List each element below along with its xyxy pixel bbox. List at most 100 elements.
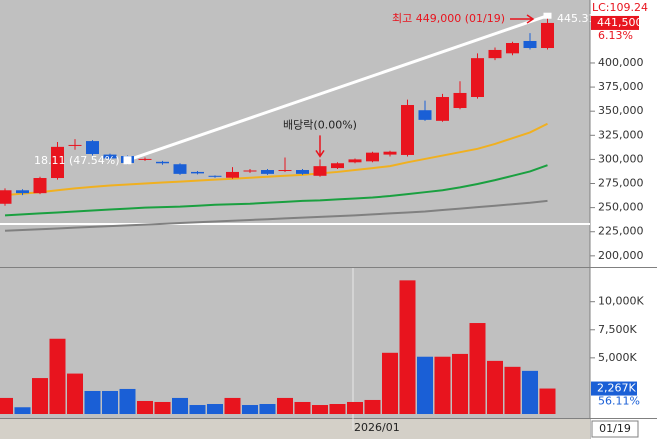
candle-body bbox=[488, 49, 502, 59]
candle-body bbox=[331, 163, 344, 169]
candle-body bbox=[313, 166, 327, 176]
candle-body bbox=[51, 146, 64, 179]
volume-bar bbox=[469, 323, 486, 414]
candle-body bbox=[138, 158, 152, 160]
cursor-label: 445.31 bbox=[557, 12, 596, 25]
y-tick-label: 7,500K bbox=[598, 323, 637, 336]
high-arrow bbox=[510, 14, 535, 24]
low-marker bbox=[123, 156, 132, 165]
volume-bar bbox=[207, 404, 223, 414]
candle-body bbox=[418, 110, 432, 120]
candle-body bbox=[156, 161, 169, 164]
volume-bar bbox=[452, 353, 468, 414]
y-tick-label: 375,000 bbox=[598, 80, 644, 93]
volume-bar bbox=[399, 280, 416, 414]
volume-bar bbox=[487, 360, 503, 414]
candle-body bbox=[86, 141, 99, 155]
candle-body bbox=[453, 92, 467, 109]
y-tick-label: 300,000 bbox=[598, 152, 644, 165]
candle-body bbox=[366, 152, 379, 162]
x-tick-label: 2026/01 bbox=[354, 421, 400, 434]
candle-body bbox=[383, 151, 397, 155]
volume-bar bbox=[434, 356, 451, 414]
ratio-label: 56.11% bbox=[598, 395, 640, 408]
volume-bar bbox=[32, 378, 48, 414]
moving-average bbox=[4, 164, 548, 217]
volume-bar bbox=[329, 404, 346, 414]
volume-bar bbox=[172, 397, 188, 414]
event-arrow bbox=[315, 135, 325, 158]
y-tick-label: 250,000 bbox=[598, 201, 644, 214]
y-tick-label: 350,000 bbox=[598, 104, 644, 117]
volume-bar bbox=[294, 401, 311, 414]
volume-bar bbox=[154, 401, 171, 414]
volume-bar bbox=[137, 400, 153, 414]
candle-body bbox=[191, 171, 204, 174]
trend-line bbox=[127, 14, 548, 162]
candle-body bbox=[471, 58, 484, 98]
volume-bar bbox=[347, 401, 363, 414]
volume-bar bbox=[504, 366, 521, 414]
change-label: 6.13% bbox=[598, 29, 633, 42]
y-tick-label: 200,000 bbox=[598, 249, 644, 262]
volume-bar bbox=[49, 338, 66, 414]
candle-body bbox=[226, 171, 239, 178]
candle-body bbox=[278, 170, 292, 172]
candle-body bbox=[296, 170, 309, 174]
last-volume-box bbox=[591, 381, 637, 396]
candle-body bbox=[68, 144, 82, 146]
high-annotation: 최고 449,000 (01/19) bbox=[392, 12, 505, 25]
y-tick-label: 275,000 bbox=[598, 177, 644, 190]
volume-bar bbox=[364, 399, 381, 414]
y-tick-label: 5,000K bbox=[598, 351, 637, 364]
y-tick-label: 10,000K bbox=[598, 295, 644, 308]
last-price-box bbox=[591, 15, 639, 30]
volume-bar bbox=[0, 397, 13, 414]
volume-bar bbox=[312, 405, 328, 414]
y-tick-label: 225,000 bbox=[598, 225, 644, 238]
volume-bar bbox=[119, 388, 136, 414]
event-annotation: 배당락(0.00%) bbox=[283, 118, 357, 131]
volume-bar bbox=[277, 397, 293, 414]
candle-body bbox=[0, 190, 12, 204]
high-marker bbox=[543, 12, 552, 19]
last-price-label: 441,500 bbox=[597, 16, 643, 29]
candle-body bbox=[541, 22, 554, 49]
right-axis bbox=[590, 0, 657, 439]
candle-body bbox=[243, 170, 257, 172]
y-tick-label: 400,000 bbox=[598, 56, 644, 69]
last-volume-label: 2,267K bbox=[597, 382, 636, 395]
candle-body bbox=[506, 43, 519, 54]
candle-body bbox=[103, 154, 117, 159]
volume-bar bbox=[417, 356, 433, 414]
volume-bar bbox=[102, 390, 118, 414]
candle-body bbox=[208, 175, 222, 177]
volume-bar bbox=[67, 373, 83, 414]
candle-body bbox=[401, 105, 414, 155]
x-tick-label: 01/19 bbox=[599, 422, 631, 435]
volume-bar bbox=[224, 397, 241, 414]
volume-bar bbox=[382, 352, 398, 414]
candle-body bbox=[16, 190, 29, 194]
volume-bar bbox=[84, 390, 101, 414]
moving-average bbox=[4, 199, 548, 232]
volume-bar bbox=[242, 405, 258, 414]
candle-body bbox=[33, 178, 47, 194]
volume-bar bbox=[259, 404, 276, 414]
candle-body bbox=[436, 97, 449, 121]
y-tick-label: 325,000 bbox=[598, 128, 644, 141]
volume-bar bbox=[539, 388, 556, 414]
volume-bar bbox=[522, 370, 538, 414]
volume-bar bbox=[189, 405, 206, 414]
x-axis bbox=[0, 419, 590, 439]
low-annotation: 18.11 (47.54%) bbox=[34, 154, 120, 167]
candle-body bbox=[348, 159, 362, 163]
volume-bar bbox=[14, 407, 31, 414]
price-panel bbox=[0, 0, 590, 267]
moving-average bbox=[4, 122, 548, 197]
cursor-date-box bbox=[591, 420, 639, 438]
candle-body bbox=[261, 170, 274, 174]
candle-body bbox=[523, 40, 537, 49]
lc-label: LC:109.24 bbox=[592, 1, 648, 14]
